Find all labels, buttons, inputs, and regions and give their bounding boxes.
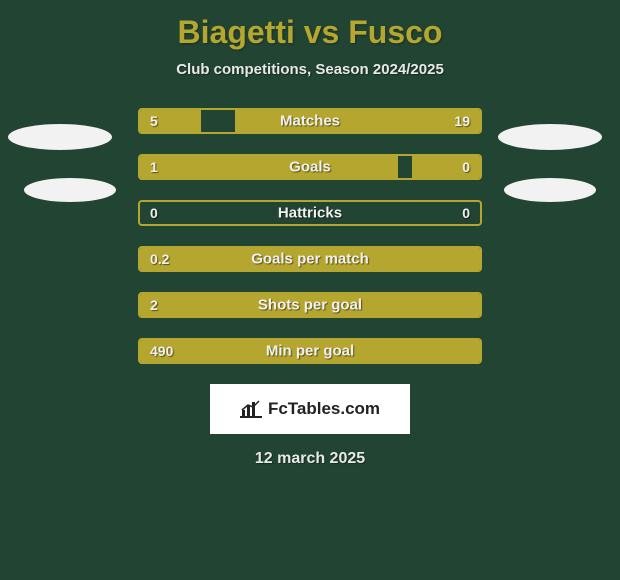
chart-icon [240, 400, 262, 418]
stat-label: Goals [140, 159, 480, 176]
subtitle: Club competitions, Season 2024/2025 [0, 61, 620, 78]
stat-row: 490Min per goal [138, 338, 482, 364]
stat-label: Min per goal [140, 343, 480, 360]
logo-text: FcTables.com [268, 399, 380, 419]
date-label: 12 march 2025 [0, 450, 620, 468]
stat-label: Hattricks [140, 205, 480, 222]
stat-label: Goals per match [140, 251, 480, 268]
stat-row: 0.2Goals per match [138, 246, 482, 272]
comparison-bars: 519Matches 10Goals 00Hattricks 0.2Goals per… [0, 108, 620, 364]
page-title: Biagetti vs Fusco [0, 0, 620, 51]
stat-label: Matches [140, 113, 480, 130]
stat-row: 2Shots per goal [138, 292, 482, 318]
stat-label: Shots per goal [140, 297, 480, 314]
logo-badge: FcTables.com [210, 384, 410, 434]
stat-row: 10Goals [138, 154, 482, 180]
stat-row: 519Matches [138, 108, 482, 134]
stat-row: 00Hattricks [138, 200, 482, 226]
